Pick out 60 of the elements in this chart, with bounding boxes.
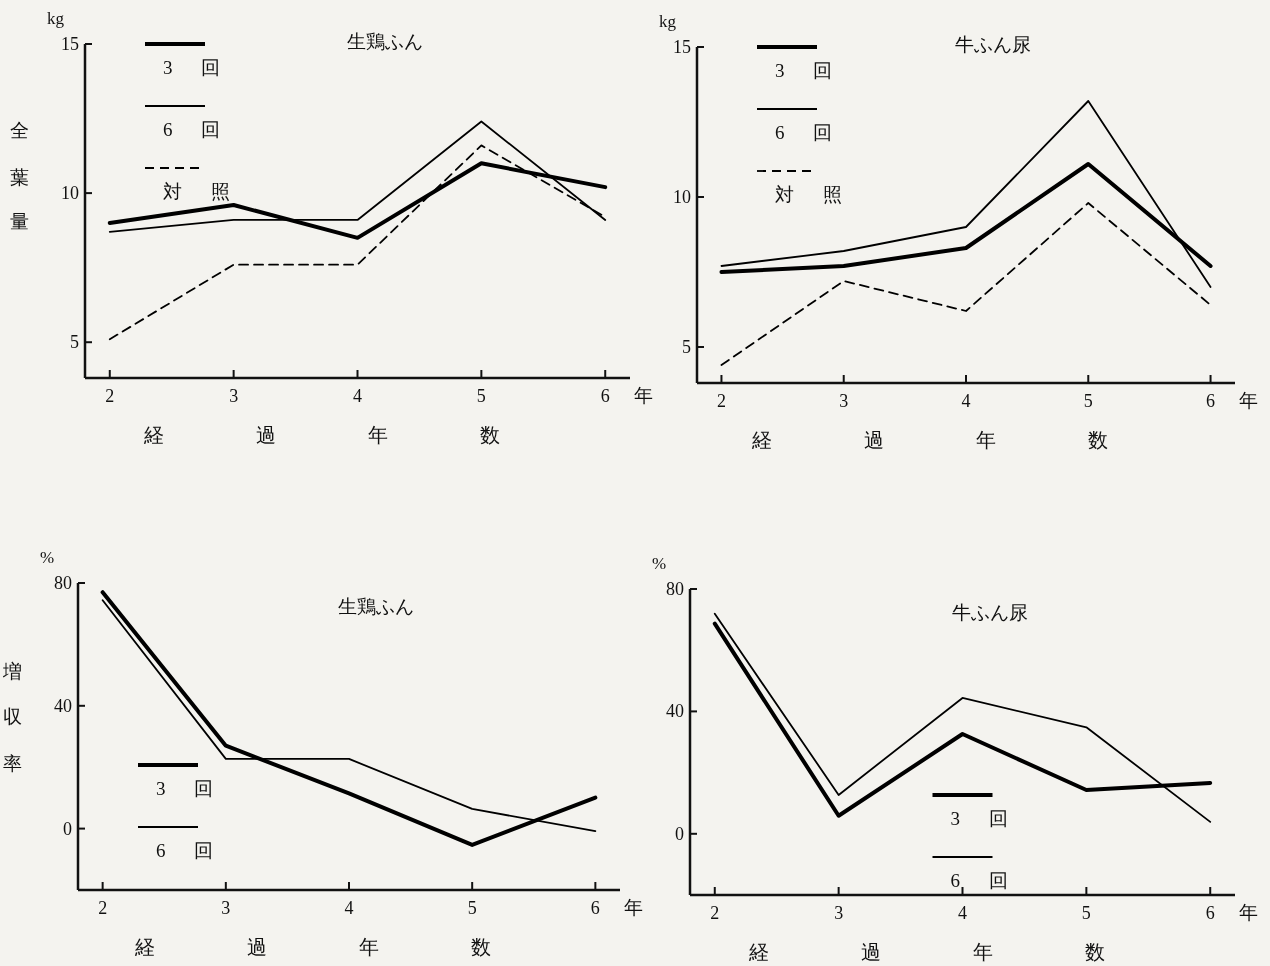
text: kg [659, 12, 677, 31]
text: 年 [634, 385, 653, 406]
legend-label: 6 回 [156, 840, 226, 861]
y-tick-label: 10 [61, 183, 79, 204]
y-tick-label: 15 [61, 34, 79, 54]
x-axis-title: 経過年数 [751, 429, 1200, 451]
text: 牛ふん尿 [951, 602, 1028, 623]
text: 生鶏ふん [338, 596, 415, 617]
x-tick-label: 2 [716, 391, 726, 411]
legend-label: 3 回 [163, 57, 233, 78]
legend-label: 3 回 [775, 60, 845, 81]
x-tick-label: 2 [105, 386, 115, 406]
x-tick-label: 4 [958, 903, 967, 923]
chart-title: 生鶏ふん [346, 31, 423, 52]
y-tick-label: 5 [70, 332, 79, 353]
y-tick-label: 40 [54, 695, 72, 716]
x-tick-label: 4 [344, 898, 354, 918]
x-axis-title: 経過年数 [747, 941, 1197, 963]
x-tick-label: 5 [1083, 391, 1093, 411]
legend-label: 3 回 [156, 778, 226, 799]
x-tick-label: 5 [1081, 903, 1091, 923]
y-tick-label: 80 [54, 573, 72, 593]
text: % [40, 548, 55, 567]
x-tick-label: 3 [839, 391, 849, 411]
legend-label: 6 回 [775, 122, 845, 143]
x-tick-label: 6 [590, 898, 600, 918]
text: kg [47, 9, 65, 28]
legend-label: 3 回 [950, 808, 1020, 829]
x-tick-label: 3 [834, 903, 844, 923]
text: 年 [624, 897, 643, 918]
y-tick-label: 80 [666, 579, 684, 599]
y-tick-label: 5 [682, 337, 691, 357]
y-axis-title: 増収率 [2, 645, 24, 783]
y-axis-title: 全葉量 [9, 106, 31, 244]
text: 年 [1239, 902, 1258, 923]
x-tick-label: 3 [221, 898, 231, 918]
legend-label: 6 回 [163, 119, 233, 140]
x-tick-label: 5 [467, 898, 477, 918]
x-tick-label: 4 [353, 386, 362, 406]
x-axis-title: 経過年数 [142, 424, 592, 446]
x-tick-label: 6 [600, 386, 610, 406]
y-tick-label: 10 [673, 187, 691, 207]
x-tick-label: 3 [229, 386, 239, 406]
x-tick-label: 6 [1205, 903, 1215, 923]
x-tick-label: 2 [98, 898, 108, 918]
x-tick-label: 6 [1206, 391, 1216, 411]
chart-title: 牛ふん尿 [954, 34, 1031, 55]
y-tick-label: 0 [63, 818, 72, 839]
y-tick-label: 15 [673, 37, 691, 57]
x-tick-label: 5 [476, 386, 486, 406]
y-tick-label: 40 [666, 701, 684, 722]
y-tick-label: 0 [675, 823, 684, 844]
text: % [652, 554, 667, 573]
legend-label: 対 照 [163, 181, 242, 202]
legend-label: 対 照 [775, 184, 854, 205]
x-axis-title: 経過年数 [134, 936, 583, 958]
text: 年 [1239, 390, 1258, 411]
legend-label: 6 回 [950, 870, 1020, 891]
x-tick-label: 4 [961, 391, 971, 411]
x-tick-label: 2 [710, 903, 720, 923]
